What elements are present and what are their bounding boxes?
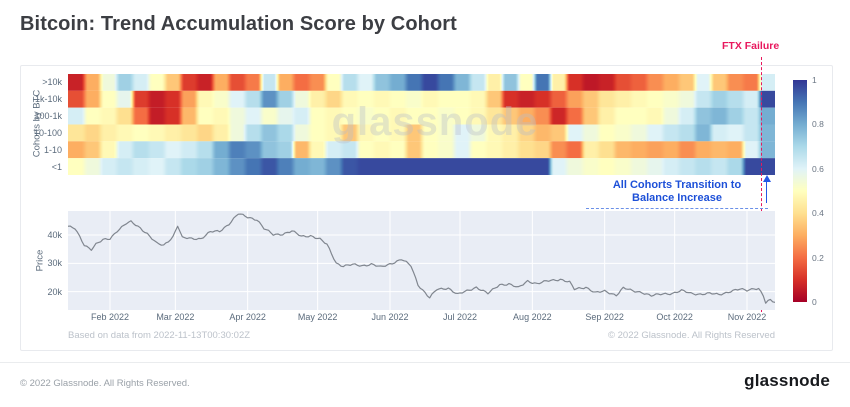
colorbar-tick-label: 1 bbox=[812, 75, 817, 85]
cohort-row-label: 1k-10k bbox=[34, 94, 62, 105]
month-tick-label: May 2022 bbox=[297, 312, 338, 322]
annotation-arrow-line bbox=[766, 181, 767, 203]
glassnode-logo: glassnode bbox=[744, 371, 830, 390]
colorbar-tick-label: 0.2 bbox=[812, 252, 824, 263]
month-tick-label: Feb 2022 bbox=[90, 312, 130, 322]
accumulation-heatmap[interactable] bbox=[68, 74, 775, 175]
month-tick-label: Oct 2022 bbox=[656, 312, 693, 322]
heatmap-y-axis-title: Cohorts by BTC bbox=[31, 89, 43, 158]
colorbar-tick-label: 0.4 bbox=[812, 208, 824, 219]
month-tick-label: Sep 2022 bbox=[585, 312, 624, 322]
price-y-tick-label: 40k bbox=[47, 230, 62, 241]
data-source-note: Based on data from 2022-11-13T00:30:02Z bbox=[68, 330, 251, 341]
month-tick-label: Jul 2022 bbox=[442, 312, 478, 322]
price-y-tick-label: 20k bbox=[47, 286, 62, 297]
month-tick-label: Apr 2022 bbox=[229, 312, 266, 322]
cohort-row-label: 10-100 bbox=[33, 127, 62, 138]
cohort-row-label: 1-10 bbox=[43, 144, 62, 155]
month-tick-label: Nov 2022 bbox=[727, 312, 767, 322]
month-tick-label: Aug 2022 bbox=[513, 312, 552, 322]
annotation-line-1: All Cohorts Transition to bbox=[612, 179, 742, 191]
colorbar-tick-label: 0 bbox=[812, 297, 817, 307]
cohort-row-label: 100-1k bbox=[34, 111, 62, 122]
month-tick-label: Jun 2022 bbox=[371, 312, 409, 322]
card-copyright: © 2022 Glassnode. All Rights Reserved bbox=[607, 330, 775, 341]
glassnode-watermark-heatmap: glassnode bbox=[331, 100, 539, 144]
cohort-row-label: <1 bbox=[51, 161, 62, 172]
cohort-transition-annotation: All Cohorts Transition to Balance Increa… bbox=[586, 179, 768, 210]
annotation-arrow-head-icon bbox=[763, 175, 771, 182]
ftx-failure-dashed-line bbox=[761, 57, 762, 312]
price-y-tick-label: 30k bbox=[47, 258, 62, 269]
footer-copyright: © 2022 Glassnode. All Rights Reserved. bbox=[20, 378, 190, 389]
month-tick-label: Mar 2022 bbox=[156, 312, 195, 322]
colorbar-tick-label: 0.8 bbox=[812, 119, 824, 130]
btc-price-line-chart[interactable] bbox=[68, 211, 775, 310]
annotation-line-2: Balance Increase bbox=[632, 191, 722, 204]
cohort-row-label: >10k bbox=[42, 77, 62, 88]
ftx-failure-annotation-label: FTX Failure bbox=[722, 40, 780, 52]
page-title: Bitcoin: Trend Accumulation Score by Coh… bbox=[20, 13, 457, 35]
footer-divider bbox=[0, 362, 850, 363]
colorbar-tick-label: 0.6 bbox=[812, 163, 824, 174]
score-colorbar bbox=[793, 80, 807, 302]
